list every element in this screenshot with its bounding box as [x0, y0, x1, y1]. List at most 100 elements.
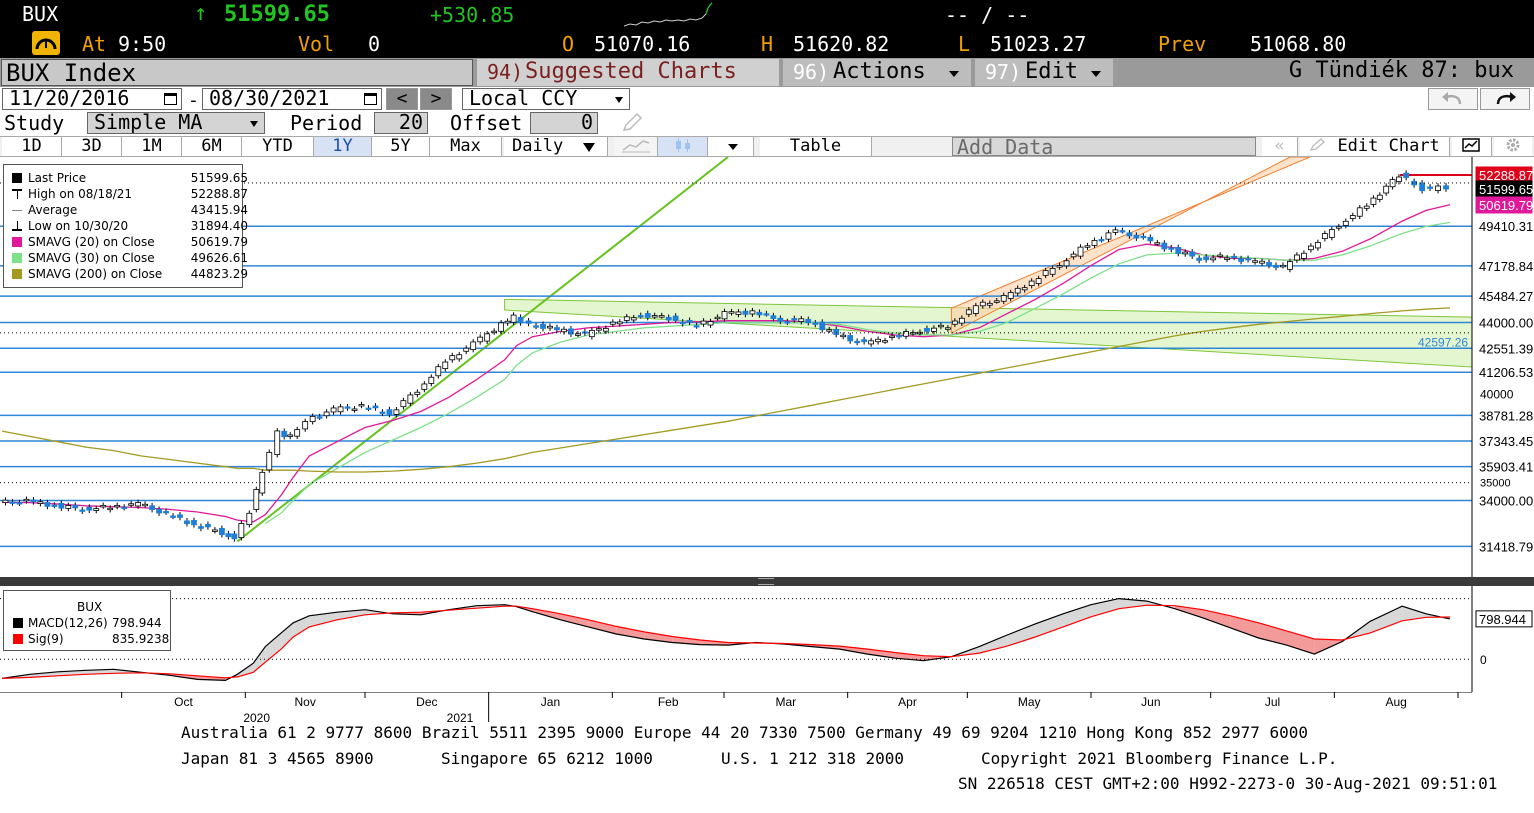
redo-button[interactable] [1480, 88, 1530, 110]
collapse-button[interactable]: « [1262, 137, 1298, 156]
macd-value-label: 798.944 [1479, 612, 1526, 627]
actions-label: Actions [833, 59, 926, 84]
pane-divider[interactable] [0, 577, 1534, 586]
prev-label: Prev [1158, 32, 1207, 56]
tab-1d[interactable]: 1D [2, 137, 62, 156]
candle-body [986, 302, 993, 306]
candle-body [1307, 245, 1314, 251]
candle-body [1280, 264, 1286, 268]
legend-value: 51599.65 [190, 171, 248, 185]
legend-item[interactable]: Low on 10/30/20 31894.40 [12, 218, 248, 234]
actions-menu[interactable]: 96) Actions [783, 59, 971, 86]
pencil-icon[interactable] [620, 112, 644, 134]
calendar-icon[interactable] [164, 93, 177, 105]
candle-body [517, 316, 524, 324]
drag-handle-icon[interactable] [758, 578, 774, 585]
tab-max[interactable]: Max [430, 137, 502, 156]
candle-body [294, 429, 301, 437]
start-date: 11/20/2016 [9, 88, 130, 110]
macd-histogram-area [1035, 613, 1064, 637]
tab-6m[interactable]: 6M [182, 137, 242, 156]
legend-item[interactable]: SMAVG (30) on Close 49626.61 [12, 250, 248, 266]
candle-body [854, 340, 861, 344]
candle-body [917, 331, 923, 335]
period-field[interactable]: 20 [374, 112, 428, 134]
tab-1m[interactable]: 1M [122, 137, 182, 156]
security-field[interactable]: BUX Index [1, 59, 473, 86]
tab-1y[interactable]: 1Y [314, 137, 372, 156]
tab-3d[interactable]: 3D [62, 137, 122, 156]
macd-histogram-area [1063, 604, 1091, 627]
legend-item[interactable]: SMAVG (200) on Close 44823.29 [12, 266, 248, 282]
legend-item[interactable]: High on 08/18/21 52288.87 [12, 186, 248, 202]
candle-body [107, 507, 114, 511]
table-label: Table [789, 136, 842, 156]
candle-body [819, 321, 826, 331]
calendar-icon[interactable] [364, 93, 377, 105]
legend-item[interactable]: Average 43415.94 [12, 202, 248, 218]
end-date-field[interactable]: 08/30/2021 [202, 88, 382, 110]
start-date-field[interactable]: 11/20/2016 [2, 88, 182, 110]
candle-body [1056, 265, 1063, 268]
next-period-label: > [430, 88, 442, 109]
macd-histogram-area [867, 649, 896, 659]
vol-label: Vol [298, 32, 335, 56]
candle-body [728, 311, 735, 314]
candle-chart-style-button[interactable] [658, 137, 708, 156]
legend-label: High on 08/18/21 [28, 187, 133, 201]
candle-body [616, 321, 623, 325]
candle-body [407, 394, 414, 404]
high-price: 51620.82 [793, 32, 890, 56]
sig-swatch [13, 634, 23, 644]
candle-body [23, 498, 30, 502]
price-label: 34000.00 [1479, 493, 1533, 508]
suggested-charts-menu[interactable]: 94) Suggested Charts [477, 59, 779, 86]
tab-5y[interactable]: 5Y [372, 137, 430, 156]
macd-histogram-area [1286, 630, 1315, 655]
study-select[interactable]: Simple MA [87, 112, 265, 134]
candle-body [16, 502, 23, 505]
table-button[interactable]: Table [760, 137, 872, 156]
candle-body [1168, 247, 1175, 250]
macd-legend-title: BUX [77, 600, 103, 614]
gear-button[interactable] [1494, 137, 1532, 156]
legend-item[interactable]: Last Price 51599.65 [12, 170, 248, 186]
macd-label: MACD(12,26) [28, 616, 108, 630]
prev-period-button[interactable]: < [386, 88, 418, 110]
macd-legend[interactable]: BUX MACD(12,26) 798.944 Sig(9) 835.9238 [3, 590, 171, 651]
frequency-select[interactable]: Daily [504, 137, 608, 156]
macd-histogram-area [1091, 598, 1119, 617]
candle-body [665, 316, 672, 321]
add-data-field[interactable]: Add Data [952, 137, 1256, 157]
candle-body [1182, 251, 1189, 255]
edit-chart-button[interactable]: Edit Chart [1300, 137, 1450, 156]
candle-body [540, 323, 546, 329]
macd-chart[interactable]: 798.944 0 [0, 586, 1534, 692]
chart-settings-button[interactable] [1452, 137, 1492, 156]
candle-body [266, 451, 273, 471]
x-tick-label: Nov [294, 695, 315, 709]
undo-button[interactable] [1428, 88, 1478, 110]
legend-value: 31894.40 [190, 219, 248, 233]
tab-ytd[interactable]: YTD [242, 137, 314, 156]
candle-body [330, 407, 337, 413]
candle-body [1427, 186, 1433, 189]
offset-field[interactable]: 0 [530, 112, 598, 134]
candle-body [1231, 255, 1238, 259]
x-tick-label: Jan [541, 695, 560, 709]
legend-item[interactable]: SMAVG (20) on Close 50619.79 [12, 234, 248, 250]
candle-body [1321, 233, 1328, 239]
candle-body [1224, 257, 1231, 260]
chart-style-dropdown[interactable] [708, 137, 754, 156]
candle-body [435, 366, 442, 377]
currency-select[interactable]: Local CCY [462, 88, 630, 110]
line-chart-style-button[interactable] [614, 137, 658, 156]
legend-swatch [12, 205, 22, 215]
chart-legend[interactable]: Last Price 51599.65 High on 08/18/21 52288.… [3, 164, 248, 288]
candle-body [316, 416, 323, 419]
edit-menu[interactable]: 97) Edit [975, 59, 1113, 86]
next-period-button[interactable]: > [420, 88, 452, 110]
price-chart[interactable]: 52288.8751599.6550619.7949410.3147178.84… [0, 157, 1534, 577]
price-label-box [1476, 538, 1532, 555]
price-label-box [1476, 218, 1532, 235]
